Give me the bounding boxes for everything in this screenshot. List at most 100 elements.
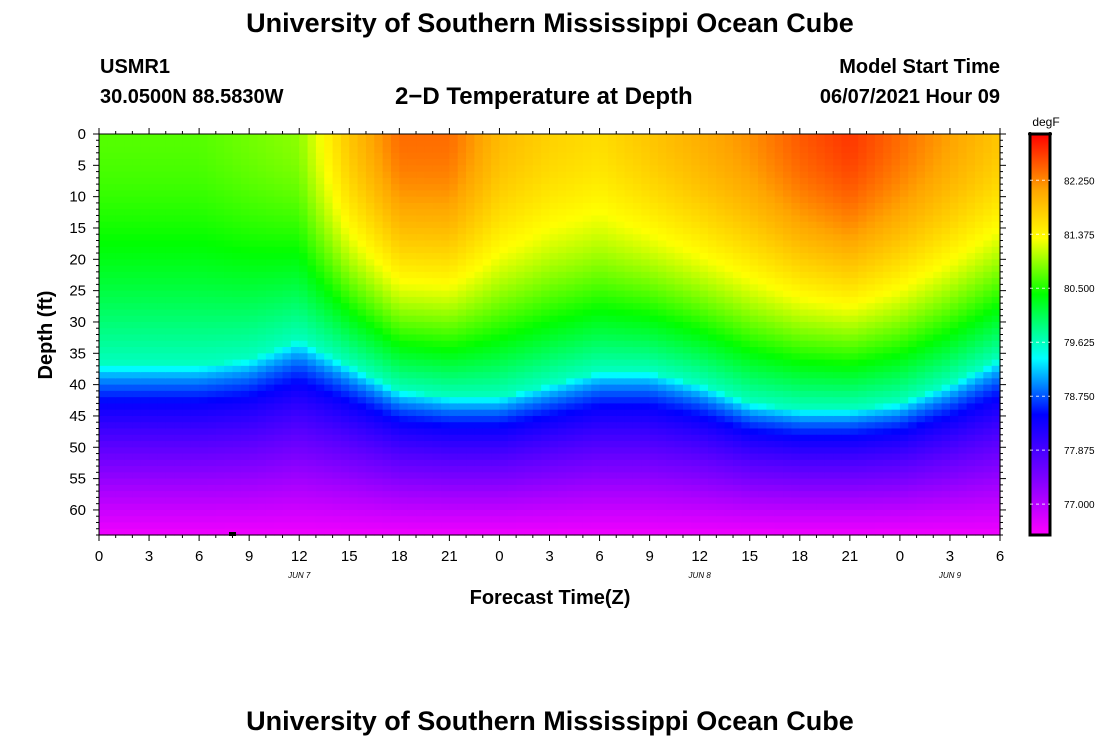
heatmap-cell <box>174 321 184 329</box>
heatmap-cell <box>349 509 359 517</box>
heatmap-cell <box>199 171 209 179</box>
heatmap-cell <box>124 503 133 511</box>
heatmap-cell <box>516 509 526 517</box>
heatmap-cell <box>441 190 450 198</box>
heatmap-cell <box>649 453 659 461</box>
heatmap-cell <box>699 459 709 467</box>
heatmap-cell <box>499 466 509 473</box>
heatmap-cell <box>174 365 184 373</box>
heatmap-cell <box>666 472 676 480</box>
heatmap-cell <box>115 196 125 204</box>
heatmap-cell <box>149 453 158 461</box>
heatmap-cell <box>140 140 150 148</box>
heatmap-cell <box>557 202 567 210</box>
heatmap-cell <box>215 159 225 166</box>
heatmap-cell <box>716 447 726 455</box>
heatmap-cell <box>182 422 192 430</box>
heatmap-cell <box>432 221 442 229</box>
heatmap-cell <box>424 253 434 260</box>
heatmap-cell <box>107 372 117 379</box>
heatmap-cell <box>374 491 384 499</box>
heatmap-cell <box>507 478 517 486</box>
heatmap-cell <box>290 146 300 154</box>
heatmap-cell <box>357 278 367 285</box>
heatmap-cell <box>115 472 125 480</box>
heatmap-cell <box>382 397 392 405</box>
heatmap-cell <box>691 478 701 486</box>
heatmap-cell <box>699 259 709 267</box>
heatmap-cell <box>424 484 434 492</box>
heatmap-cell <box>557 171 567 179</box>
heatmap-cell <box>215 171 225 179</box>
heatmap-cell <box>657 140 667 148</box>
heatmap-cell <box>616 296 626 304</box>
heatmap-cell <box>315 165 325 173</box>
heatmap-cell <box>641 459 651 467</box>
heatmap-cell <box>390 196 400 204</box>
heatmap-cell <box>591 422 601 430</box>
heatmap-cell <box>165 315 175 323</box>
heatmap-cell <box>315 171 325 179</box>
heatmap-cell <box>549 447 559 455</box>
heatmap-cell <box>115 134 125 141</box>
heatmap-cell <box>474 409 484 417</box>
heatmap-cell <box>541 202 551 210</box>
heatmap-cell <box>390 453 400 461</box>
heatmap-cell <box>532 134 542 141</box>
heatmap-cell <box>132 321 142 329</box>
heatmap-cell <box>666 171 676 179</box>
heatmap-cell <box>524 441 534 448</box>
heatmap-cell <box>365 328 375 336</box>
heatmap-cell <box>340 321 350 329</box>
heatmap-cell <box>674 422 684 430</box>
heatmap-cell <box>624 434 634 442</box>
heatmap-cell <box>199 134 209 141</box>
heatmap-cell <box>582 340 592 348</box>
heatmap-cell <box>115 253 125 260</box>
heatmap-cell <box>516 321 526 329</box>
heatmap-cell <box>666 309 676 317</box>
heatmap-cell <box>140 428 150 436</box>
heatmap-cell <box>132 152 142 160</box>
heatmap-cell <box>282 209 292 217</box>
heatmap-cell <box>457 353 467 361</box>
heatmap-cell <box>332 522 342 530</box>
heatmap-cell <box>124 209 133 217</box>
heatmap-cell <box>449 177 459 185</box>
heatmap-cell <box>332 472 342 480</box>
heatmap-cell <box>299 209 309 217</box>
heatmap-cell <box>574 146 584 154</box>
heatmap-cell <box>232 378 242 386</box>
heatmap-cell <box>232 152 242 160</box>
heatmap-cell <box>365 165 375 173</box>
heatmap-cell <box>249 516 259 524</box>
heatmap-cell <box>474 372 484 379</box>
heatmap-cell <box>357 171 367 179</box>
heatmap-cell <box>115 478 125 486</box>
heatmap-cell <box>249 390 259 398</box>
heatmap-cell <box>140 491 150 499</box>
heatmap-cell <box>449 328 459 336</box>
heatmap-cell <box>624 134 634 141</box>
heatmap-cell <box>482 221 492 229</box>
heatmap-cell <box>374 397 384 405</box>
heatmap-cell <box>474 509 484 517</box>
heatmap-cell <box>682 184 692 191</box>
heatmap-cell <box>190 309 200 317</box>
heatmap-cell <box>132 472 142 480</box>
heatmap-cell <box>691 472 701 480</box>
heatmap-cell <box>449 259 459 267</box>
heatmap-cell <box>107 472 117 480</box>
heatmap-cell <box>207 152 217 160</box>
heatmap-cell <box>249 209 259 217</box>
heatmap-cell <box>399 403 409 411</box>
heatmap-cell <box>607 202 617 210</box>
heatmap-cell <box>499 491 509 499</box>
heatmap-cell <box>466 171 476 179</box>
heatmap-cell <box>532 334 542 342</box>
heatmap-cell <box>215 315 225 323</box>
heatmap-cell <box>499 184 509 191</box>
heatmap-cell <box>724 447 734 455</box>
heatmap-cell <box>649 397 659 405</box>
